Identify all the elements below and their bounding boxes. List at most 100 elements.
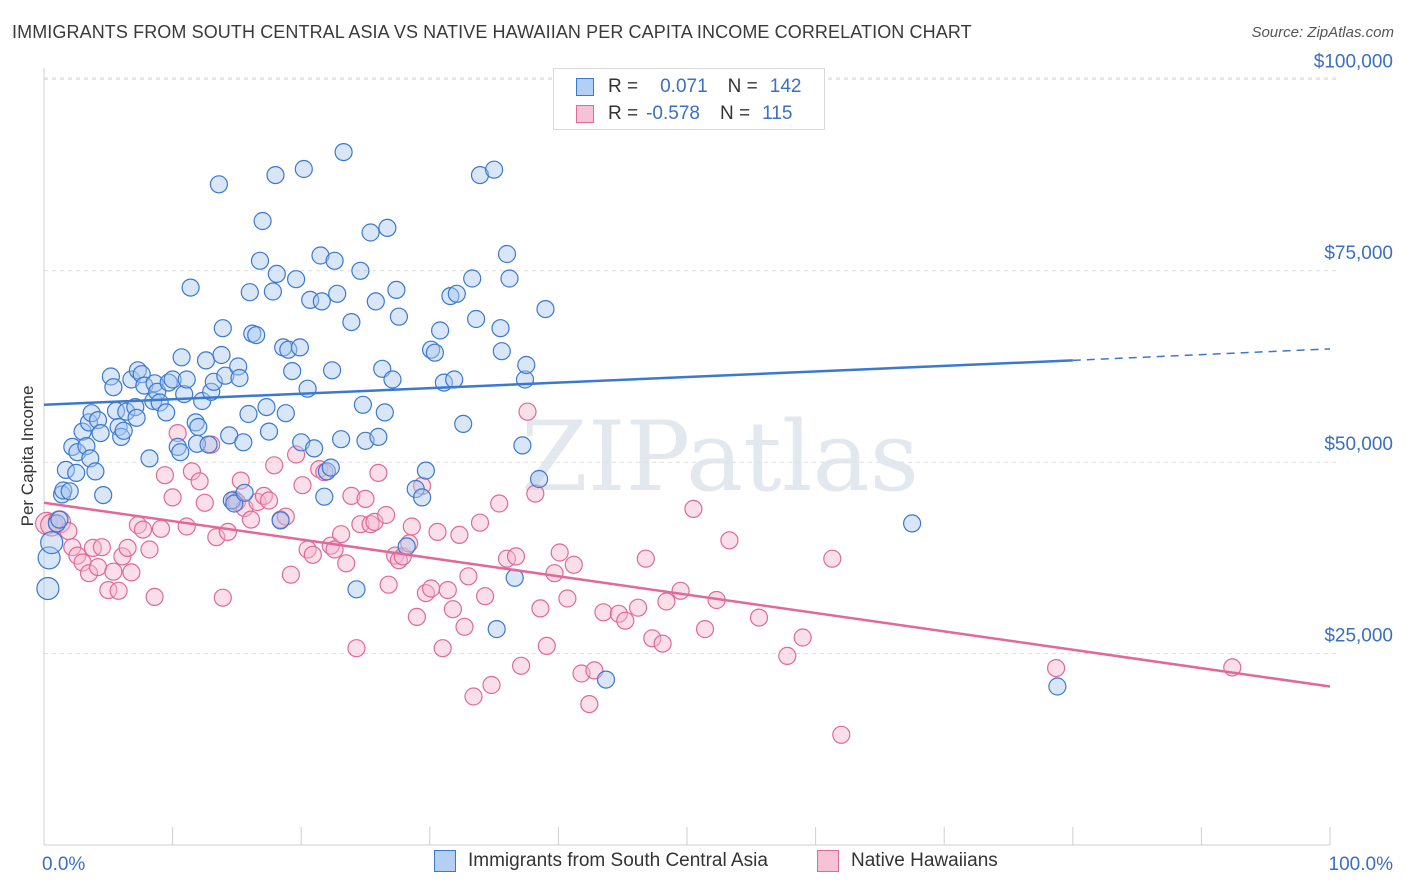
data-point <box>40 530 64 555</box>
data-point <box>425 343 444 362</box>
data-point <box>470 513 490 532</box>
data-point <box>218 522 237 542</box>
data-point <box>132 365 151 384</box>
data-point <box>749 608 769 627</box>
chart-title: IMMIGRANTS FROM SOUTH CENTRAL ASIA VS NA… <box>12 22 972 42</box>
data-point <box>113 547 132 566</box>
data-point <box>536 300 555 319</box>
series-native-hawaiians <box>34 402 1242 744</box>
data-point <box>778 646 797 666</box>
data-point <box>54 481 73 500</box>
data-point <box>323 361 342 380</box>
data-point <box>56 460 76 479</box>
data-point <box>500 269 519 288</box>
data-point <box>594 603 613 622</box>
data-point <box>684 499 703 518</box>
data-point <box>332 430 351 449</box>
data-point <box>195 493 214 512</box>
data-point <box>99 580 118 600</box>
y-tick-label: $75,000 <box>1324 243 1393 264</box>
data-point <box>293 476 312 495</box>
data-point <box>239 404 258 424</box>
data-point <box>445 370 464 389</box>
data-point <box>259 422 279 441</box>
data-point <box>290 338 309 357</box>
data-point <box>389 307 408 326</box>
data-point <box>443 600 462 619</box>
data-point <box>157 403 176 422</box>
y-axis-label: Per Capita Income <box>18 386 37 527</box>
data-point <box>325 251 344 270</box>
data-point <box>902 514 922 533</box>
data-point <box>182 462 201 481</box>
data-point <box>476 587 495 606</box>
data-point <box>361 223 380 242</box>
data-point <box>94 486 113 505</box>
data-point <box>104 562 123 581</box>
data-point <box>301 290 320 309</box>
data-point <box>636 549 655 568</box>
data-point <box>213 319 232 338</box>
data-point <box>511 656 531 675</box>
data-point <box>151 519 171 538</box>
data-point <box>492 342 511 361</box>
data-point <box>467 309 486 329</box>
data-point <box>60 482 79 501</box>
data-point <box>369 427 388 446</box>
data-point <box>229 357 248 376</box>
data-point <box>387 280 406 299</box>
data-point <box>450 525 469 545</box>
data-point <box>276 404 295 423</box>
data-point <box>86 462 105 481</box>
legend-n-value: 115 <box>762 103 793 124</box>
data-point <box>114 421 133 440</box>
data-point <box>351 515 370 534</box>
data-point <box>383 370 402 389</box>
data-point <box>369 463 388 482</box>
data-point <box>596 670 616 689</box>
data-point <box>1046 658 1066 678</box>
data-point <box>518 402 537 421</box>
data-point <box>181 278 200 297</box>
data-point <box>375 403 394 422</box>
data-point <box>171 443 190 462</box>
data-point <box>334 143 353 162</box>
watermark: ZIPatlas <box>521 401 919 513</box>
data-point <box>305 439 324 458</box>
data-point <box>616 611 635 630</box>
legend-n-value: 142 <box>769 76 802 97</box>
data-point <box>497 244 517 264</box>
data-point <box>315 487 334 506</box>
data-point <box>209 175 228 194</box>
y-tick-label: $100,000 <box>1314 51 1393 72</box>
data-point <box>422 579 441 598</box>
data-point <box>204 372 223 391</box>
data-point <box>311 246 330 265</box>
data-point <box>79 564 99 583</box>
data-point <box>127 408 146 427</box>
legend-r-value: 0.071 <box>660 76 708 97</box>
trend-line-blue-extrapolated <box>1072 348 1331 362</box>
data-point <box>212 345 231 365</box>
data-point <box>283 362 302 381</box>
bottom-legend-swatch-blue <box>434 850 456 872</box>
data-point <box>207 528 226 547</box>
data-point <box>294 159 313 179</box>
data-point <box>163 488 182 507</box>
data-point <box>73 422 92 441</box>
data-point <box>347 580 366 599</box>
bottom-legend-blue: Immigrants from South Central Asia <box>434 850 768 872</box>
data-point <box>416 461 435 480</box>
trend-line-pink <box>43 501 1331 688</box>
data-point <box>37 546 61 570</box>
legend-r-label: R = <box>608 76 639 97</box>
legend-swatch-blue <box>576 78 594 96</box>
data-point <box>240 283 259 302</box>
data-point <box>447 284 466 303</box>
data-point <box>230 368 249 388</box>
data-point <box>653 634 672 653</box>
data-point <box>337 554 356 573</box>
data-point <box>550 543 569 562</box>
data-point <box>92 538 112 557</box>
